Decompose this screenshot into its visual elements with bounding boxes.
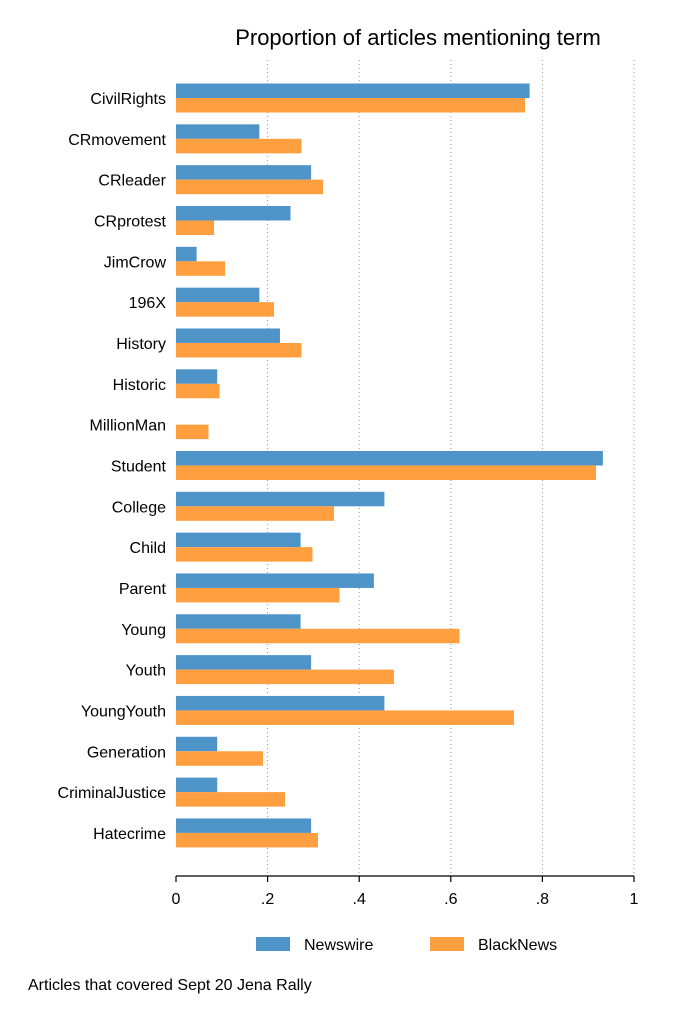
- bar-blacknews-youth: [176, 669, 395, 685]
- bar-newswire-history: [176, 328, 280, 343]
- category-label: Youth: [126, 663, 166, 680]
- category-label: CRmovement: [68, 132, 166, 149]
- bar-blacknews-crprotest: [176, 220, 215, 235]
- x-tick-label: .2: [261, 891, 274, 908]
- bar-blacknews-criminaljustice: [176, 792, 286, 807]
- category-label: CivilRights: [90, 91, 166, 108]
- bar-newswire-civilrights: [176, 83, 530, 98]
- category-label: CriminalJustice: [58, 785, 167, 802]
- bar-newswire-crprotest: [176, 205, 291, 221]
- category-label: MillionMan: [90, 418, 166, 435]
- bar-newswire-crleader: [176, 165, 312, 180]
- category-label: Generation: [87, 744, 166, 761]
- bar-blacknews-youngyouth: [176, 710, 515, 725]
- bar-newswire-young: [176, 614, 301, 629]
- bar-newswire-criminaljustice: [176, 777, 218, 793]
- category-label: Child: [130, 540, 166, 557]
- category-label: History: [116, 336, 166, 353]
- bar-blacknews-civilrights: [176, 98, 525, 113]
- bar-blacknews-child: [176, 547, 313, 562]
- x-axis-ticks: 0 .2 .4 .6 .8 1: [172, 876, 639, 908]
- category-labels: CivilRights CRmovement CRleader CRprotest Ji…: [58, 91, 167, 843]
- bars: [176, 83, 603, 848]
- category-label: Young: [121, 622, 166, 639]
- bar-newswire-college: [176, 491, 385, 507]
- category-label: CRprotest: [94, 213, 167, 230]
- chart-title: Proportion of articles mentioning term: [235, 25, 601, 50]
- bar-newswire-child: [176, 532, 301, 548]
- bar-newswire-hatecrime: [176, 818, 312, 833]
- bar-blacknews-history: [176, 342, 302, 358]
- bar-blacknews-196x: [176, 302, 275, 317]
- bar-blacknews-student: [176, 465, 596, 480]
- bar-blacknews-crleader: [176, 179, 324, 195]
- category-label: CRleader: [98, 173, 166, 190]
- bar-blacknews-parent: [176, 587, 340, 603]
- category-label: Parent: [119, 581, 167, 598]
- legend-label-blacknews: BlackNews: [478, 937, 557, 954]
- bar-newswire-parent: [176, 573, 374, 588]
- bar-newswire-student: [176, 450, 603, 466]
- category-label: 196X: [129, 295, 167, 312]
- category-label: Historic: [113, 377, 166, 394]
- x-tick-label: .6: [444, 891, 457, 908]
- bar-blacknews-college: [176, 506, 335, 521]
- bar-newswire-youngyouth: [176, 695, 385, 711]
- x-tick-label: 1: [630, 891, 639, 908]
- legend: Newswire BlackNews: [256, 937, 557, 954]
- bar-newswire-generation: [176, 736, 218, 752]
- bar-newswire-crmovement: [176, 124, 260, 139]
- x-tick-label: .8: [536, 891, 549, 908]
- bar-newswire-jimcrow: [176, 246, 197, 262]
- bar-blacknews-historic: [176, 383, 220, 399]
- legend-label-newswire: Newswire: [304, 937, 373, 954]
- bar-blacknews-hatecrime: [176, 832, 318, 848]
- bar-newswire-196x: [176, 287, 260, 303]
- bar-blacknews-generation: [176, 751, 264, 766]
- bar-blacknews-jimcrow: [176, 261, 226, 276]
- bar-newswire-historic: [176, 369, 218, 384]
- bar-blacknews-young: [176, 628, 460, 644]
- x-tick-label: .4: [353, 891, 366, 908]
- bar-blacknews-crmovement: [176, 138, 302, 154]
- category-label: JimCrow: [104, 254, 167, 271]
- legend-swatch-newswire: [256, 937, 290, 951]
- category-label: Student: [111, 458, 167, 475]
- category-label: College: [112, 499, 166, 516]
- legend-swatch-blacknews: [430, 937, 464, 951]
- bar-blacknews-millionman: [176, 424, 209, 440]
- chart-note: Articles that covered Sept 20 Jena Rally: [28, 977, 312, 994]
- bar-newswire-youth: [176, 655, 312, 670]
- x-tick-label: 0: [172, 891, 181, 908]
- category-label: YoungYouth: [81, 703, 166, 720]
- category-label: Hatecrime: [93, 826, 166, 843]
